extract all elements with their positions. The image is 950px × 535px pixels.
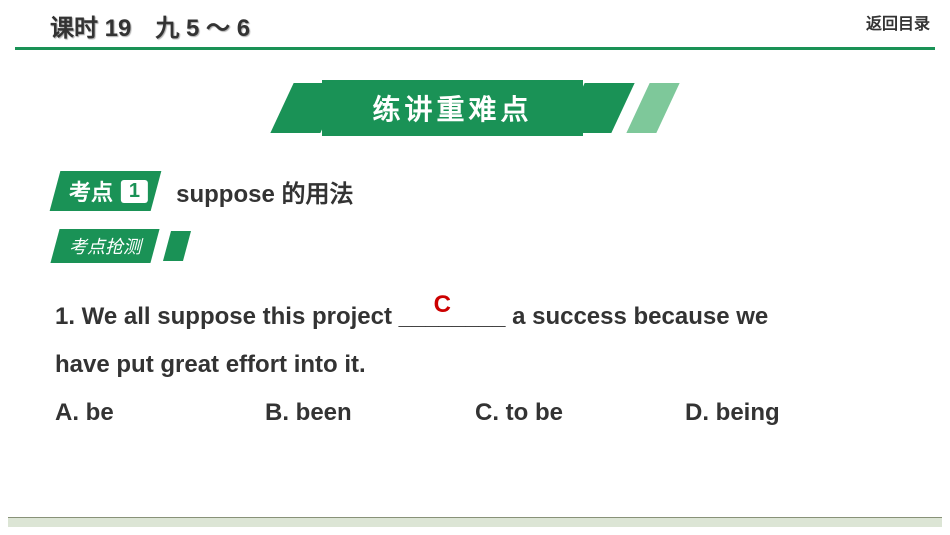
topic-tag: 考点 1 [50,171,162,211]
answer-mark: C [434,281,451,329]
question-part2: a success because we [505,303,768,330]
section-title-wrapper: 练讲重难点 [0,80,950,136]
subtopic-row: 考点抢测 [55,229,950,263]
slant-decoration-right-light [626,83,679,133]
footer-bar [8,517,942,527]
subtopic-tag: 考点抢测 [50,229,159,263]
section-title-container: 练讲重难点 [282,80,667,136]
lesson-title: 课时 19 九 5 ～ 6 [50,8,250,43]
options-row: A. be B. been C. to be D. being [55,399,895,427]
return-menu-link[interactable]: 返回目录 [866,10,930,34]
topic-text: suppose 的用法 [176,174,353,209]
option-b[interactable]: B. been [265,399,475,427]
question-line-2: have put great effort into it. [55,341,895,389]
subtopic-decoration-block [163,231,191,261]
subtopic-label: 考点抢测 [69,233,141,259]
question-line-1: 1. We all suppose this project ________C… [55,293,895,341]
question-part1: 1. We all suppose this project [55,303,399,330]
topic-number: 1 [121,180,148,203]
option-d[interactable]: D. being [685,399,895,427]
topic-tag-label: 考点 [69,175,113,207]
option-c[interactable]: C. to be [475,399,685,427]
header-divider [15,47,935,50]
question-blank: ________C [399,293,506,341]
section-title: 练讲重难点 [322,80,582,136]
topic-row: 考点 1 suppose 的用法 [55,171,950,211]
slide-header: 课时 19 九 5 ～ 6 返回目录 [0,0,950,47]
option-a[interactable]: A. be [55,399,265,427]
question-area: 1. We all suppose this project ________C… [55,293,895,427]
